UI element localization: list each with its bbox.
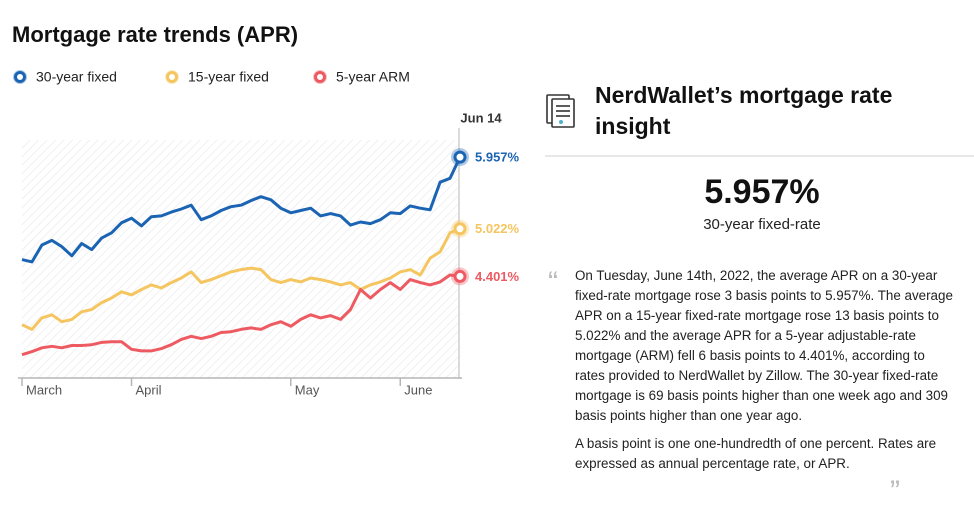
insight-icon xyxy=(546,94,575,128)
close-quote: ” xyxy=(890,475,900,507)
x-tick-label: March xyxy=(26,382,62,397)
end-label: 5.957% xyxy=(475,150,520,165)
end-marker xyxy=(453,150,467,164)
paragraph: A basis point is one one-hundredth of on… xyxy=(575,436,937,471)
legend-label: 5-year ARM xyxy=(336,69,410,85)
series-line xyxy=(21,227,461,331)
insight-label: 30-year fixed-rate xyxy=(703,216,821,233)
plot-background xyxy=(22,140,460,378)
insight-text: On Tuesday, June 14th, 2022, the average… xyxy=(575,266,953,482)
end-marker xyxy=(453,222,467,236)
end-label: 5.022% xyxy=(475,221,520,236)
paragraph: On Tuesday, June 14th, 2022, the average… xyxy=(575,268,953,423)
open-quote: “ xyxy=(548,266,558,299)
x-tick-label: April xyxy=(136,382,162,397)
end-marker xyxy=(453,269,467,283)
end-label: 4.401% xyxy=(475,269,520,284)
legend-label: 30-year fixed xyxy=(36,69,117,85)
series-line xyxy=(21,156,462,264)
legend-label: 15-year fixed xyxy=(188,69,269,85)
chart-title: Mortgage rate trends (APR) xyxy=(12,22,298,47)
legend-marker xyxy=(314,71,326,83)
end-date: Jun 14 xyxy=(460,110,502,125)
x-tick-label: June xyxy=(404,382,432,397)
legend-marker xyxy=(166,71,178,83)
series-line xyxy=(21,273,461,357)
x-tick-label: May xyxy=(295,382,320,397)
insight-title: NerdWallet’s mortgage rate insight xyxy=(595,82,893,139)
legend-marker xyxy=(14,71,26,83)
insight-value: 5.957% xyxy=(704,173,820,211)
